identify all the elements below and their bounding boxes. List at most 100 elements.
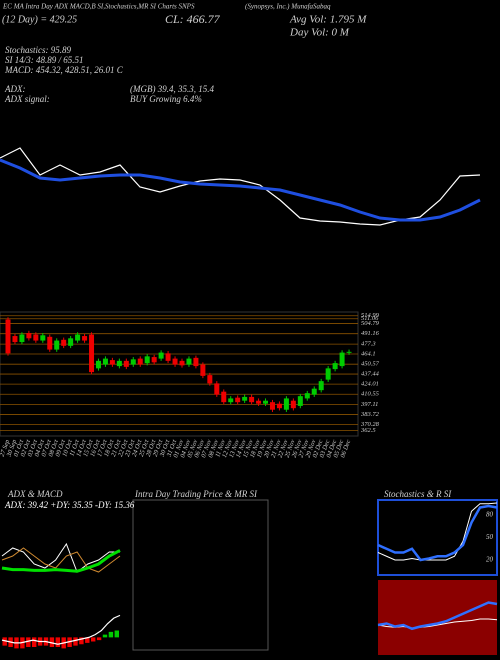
series-line bbox=[1, 614, 121, 645]
candle-body bbox=[186, 358, 192, 365]
candle-body bbox=[207, 375, 213, 384]
y-tick-label: 370.28 bbox=[360, 421, 380, 428]
candle-body bbox=[26, 333, 32, 339]
candle-body bbox=[297, 396, 303, 406]
y-tick-label: 80 bbox=[486, 511, 494, 519]
candle-body bbox=[40, 335, 46, 341]
candle-body bbox=[5, 319, 11, 354]
candle-body bbox=[109, 360, 115, 365]
y-tick-label: 491.16 bbox=[361, 330, 380, 337]
macd-bar bbox=[55, 637, 60, 647]
si: SI 14/3: 48.89 / 65.51 bbox=[5, 55, 84, 65]
y-tick-label: 511.06 bbox=[361, 315, 379, 322]
candle-body bbox=[242, 396, 248, 401]
candle-body bbox=[102, 358, 108, 365]
macd-bar bbox=[32, 637, 37, 647]
candle-body bbox=[304, 393, 310, 399]
candle-body bbox=[346, 351, 352, 353]
signal: BUY Growing 6.4% bbox=[130, 94, 202, 104]
macd-bar bbox=[96, 637, 102, 641]
candle-body bbox=[249, 396, 255, 403]
ma: (12 Day) = 429.25 bbox=[2, 14, 77, 25]
candle-body bbox=[332, 363, 338, 370]
intraday-panel bbox=[132, 499, 269, 651]
macd-bar bbox=[49, 637, 55, 647]
candle-body bbox=[123, 360, 129, 367]
y-tick-label: 437.44 bbox=[361, 371, 380, 378]
stochastics: Stochastics: 95.89 bbox=[5, 45, 71, 55]
candle-body bbox=[235, 397, 241, 403]
candle-body bbox=[82, 336, 88, 341]
candle-body bbox=[276, 403, 282, 409]
macd-bar bbox=[2, 637, 7, 646]
candle-body bbox=[116, 360, 122, 367]
y-tick-label: 362.5 bbox=[360, 427, 376, 434]
panel-subtitle: ADX: 39.42 +DY: 35.35 -DY: 15.36 bbox=[4, 500, 135, 510]
candle-body bbox=[221, 391, 227, 403]
candle-body bbox=[61, 339, 67, 346]
header-left: EC MA Intra Day ADX MACD,B SI,Stochastic… bbox=[2, 3, 195, 11]
candle-body bbox=[283, 398, 289, 410]
intraday-title: Intra Day Trading Price & MR SI bbox=[134, 489, 258, 499]
y-tick-label: 450.57 bbox=[361, 361, 380, 368]
candle-body bbox=[95, 360, 101, 369]
candle-body bbox=[19, 334, 25, 343]
candle-body bbox=[89, 334, 95, 373]
candle-body bbox=[214, 383, 220, 395]
macd-bar bbox=[79, 637, 84, 645]
close: CL: 466.77 bbox=[165, 12, 221, 26]
y-tick-label: 424.01 bbox=[361, 381, 379, 388]
y-tick-label: 20 bbox=[486, 556, 494, 564]
macd-bar bbox=[91, 637, 96, 642]
y-tick-label: 383.72 bbox=[360, 411, 380, 418]
candle-body bbox=[47, 336, 53, 350]
candle-body bbox=[151, 357, 157, 363]
macd-bar bbox=[102, 634, 108, 638]
candle-body bbox=[144, 356, 150, 364]
candle-body bbox=[68, 338, 74, 346]
adx-label: ADX: bbox=[4, 84, 26, 94]
macd: MACD: 454.32, 428.51, 26.01 C bbox=[4, 65, 124, 75]
macd-bar bbox=[114, 630, 119, 638]
candle-body bbox=[12, 336, 18, 343]
macd-bar bbox=[26, 637, 31, 647]
series-line bbox=[377, 601, 498, 631]
panel-title: ADX & MACD bbox=[7, 489, 63, 499]
y-tick-label: 504.79 bbox=[361, 320, 380, 327]
panel-background bbox=[378, 580, 497, 655]
candle-body bbox=[256, 400, 262, 404]
x-tick-label: 27 Sep bbox=[0, 438, 12, 458]
candle-body bbox=[54, 340, 60, 350]
avg-vol: Avg Vol: 1.795 M bbox=[289, 14, 367, 26]
candle-body bbox=[339, 352, 345, 367]
candle-body bbox=[130, 359, 136, 365]
header-right: (Synopsys, Inc.) MunafaSabaq bbox=[245, 3, 331, 11]
candle-body bbox=[325, 368, 331, 380]
y-tick-label: 477.3 bbox=[361, 341, 376, 348]
y-tick-label: 397.11 bbox=[360, 401, 378, 408]
candle-body bbox=[290, 400, 296, 409]
y-tick-label: 464.1 bbox=[361, 350, 376, 357]
y-tick-label: 50 bbox=[486, 533, 494, 541]
candle-body bbox=[318, 381, 324, 391]
candle-body bbox=[165, 353, 171, 361]
series-line bbox=[377, 502, 498, 561]
candle-body bbox=[269, 402, 275, 410]
candle-body bbox=[311, 388, 317, 395]
candle-body bbox=[172, 358, 178, 365]
candle-body bbox=[179, 360, 185, 366]
candle-body bbox=[193, 357, 199, 367]
series-line bbox=[0, 158, 481, 222]
panel-border bbox=[377, 499, 498, 576]
series-line bbox=[1, 542, 120, 573]
series-line bbox=[1, 547, 121, 573]
day-vol: Day Vol: 0 M bbox=[289, 27, 350, 39]
series-line bbox=[1, 549, 121, 573]
y-tick-label: 410.55 bbox=[361, 391, 380, 398]
signal-label: ADX signal: bbox=[4, 94, 50, 104]
candle-body bbox=[263, 400, 269, 404]
candle-body bbox=[158, 352, 164, 359]
candle-body bbox=[33, 334, 39, 341]
panel-title: Stochastics & R SI bbox=[384, 489, 452, 499]
